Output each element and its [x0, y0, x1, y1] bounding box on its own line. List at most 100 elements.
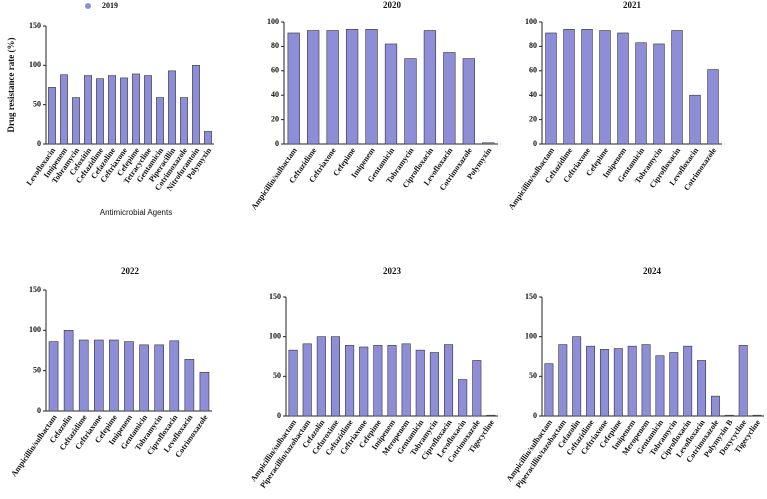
- bar: [423, 30, 437, 145]
- chart-title: 2021: [623, 0, 642, 10]
- bar: [653, 43, 665, 145]
- bar: [48, 87, 56, 145]
- bar: [697, 360, 707, 417]
- y-tick-label: 0: [37, 406, 41, 415]
- bar: [613, 348, 623, 417]
- y-tick-label: 100: [29, 325, 41, 334]
- y-tick-label: 150: [29, 285, 41, 294]
- bar: [724, 414, 734, 417]
- y-tick-label: 40: [529, 90, 537, 99]
- bar: [199, 371, 210, 412]
- bar: [144, 75, 152, 145]
- y-tick-label: 150: [29, 21, 41, 30]
- bar: [120, 77, 128, 145]
- bar: [287, 32, 300, 145]
- bar: [154, 344, 165, 412]
- bar: [415, 349, 425, 417]
- bar: [563, 29, 575, 145]
- y-tick-label: 0: [533, 139, 537, 148]
- bar: [572, 336, 582, 417]
- y-tick-label: 100: [269, 331, 281, 340]
- y-tick-label: 60: [271, 66, 279, 75]
- legend-swatch: [85, 3, 91, 9]
- bar: [109, 339, 119, 412]
- bar: [627, 345, 637, 417]
- bar: [345, 29, 359, 145]
- bar: [365, 29, 378, 145]
- bar: [617, 32, 629, 145]
- x-axis-label: Antimicrobial Agents: [100, 208, 172, 217]
- y-tick-label: 60: [529, 66, 537, 75]
- y-tick-label: 50: [529, 371, 537, 380]
- bar: [486, 414, 496, 417]
- bar: [93, 339, 104, 412]
- bar: [302, 343, 312, 417]
- bar: [655, 355, 665, 417]
- y-tick-label: 50: [33, 99, 41, 108]
- bar: [60, 74, 68, 145]
- bar: [671, 30, 683, 145]
- bar: [458, 379, 468, 417]
- bar: [482, 142, 495, 145]
- bar: [641, 344, 651, 417]
- bar: [387, 345, 397, 417]
- bar: [345, 345, 355, 417]
- y-axis-label: Drug resistance rate (%): [6, 37, 16, 132]
- bar: [401, 343, 411, 417]
- bar: [581, 29, 593, 145]
- bar: [544, 363, 554, 417]
- bar: [429, 352, 439, 417]
- bar: [443, 344, 454, 417]
- bar: [472, 360, 482, 417]
- y-tick-label: 0: [277, 411, 281, 420]
- bar: [108, 75, 116, 145]
- bar: [72, 97, 80, 145]
- bar: [192, 65, 200, 145]
- bar: [168, 70, 176, 145]
- y-tick-label: 100: [525, 17, 537, 26]
- bar: [326, 30, 339, 145]
- y-tick-label: 20: [529, 114, 537, 123]
- bar: [669, 352, 679, 417]
- y-tick-label: 100: [525, 331, 537, 340]
- bar: [710, 395, 720, 417]
- bar: [599, 30, 611, 145]
- chart-title: 2023: [383, 266, 402, 276]
- y-tick-label: 0: [37, 139, 41, 148]
- bar: [307, 30, 320, 145]
- bar: [359, 346, 369, 417]
- bar: [204, 131, 212, 145]
- bar: [373, 345, 383, 417]
- chart-title: 2020: [383, 0, 402, 10]
- bar: [707, 69, 719, 145]
- bar: [689, 94, 701, 145]
- bar: [384, 43, 398, 145]
- bar: [635, 42, 647, 145]
- bar: [316, 336, 326, 417]
- bar: [156, 97, 164, 145]
- bar: [48, 341, 59, 412]
- bar: [132, 73, 140, 145]
- bar: [558, 344, 568, 417]
- bar: [599, 349, 609, 417]
- x-tick-label: Ampicillin/sulbactam: [9, 413, 59, 479]
- bar: [169, 340, 180, 412]
- bar: [586, 345, 596, 417]
- bar: [288, 349, 298, 417]
- bar: [63, 330, 74, 412]
- bar: [683, 345, 693, 417]
- y-tick-label: 40: [271, 90, 279, 99]
- bar: [738, 345, 748, 417]
- bar: [78, 339, 89, 412]
- bar: [443, 52, 456, 145]
- y-tick-label: 150: [269, 292, 281, 301]
- bar: [180, 97, 188, 145]
- legend-label: 2019: [102, 1, 118, 10]
- chart-title: 2024: [643, 266, 662, 276]
- bar: [184, 359, 195, 412]
- bar: [404, 58, 417, 145]
- y-tick-label: 50: [273, 371, 281, 380]
- y-tick-label: 150: [525, 292, 537, 301]
- bar: [96, 78, 104, 145]
